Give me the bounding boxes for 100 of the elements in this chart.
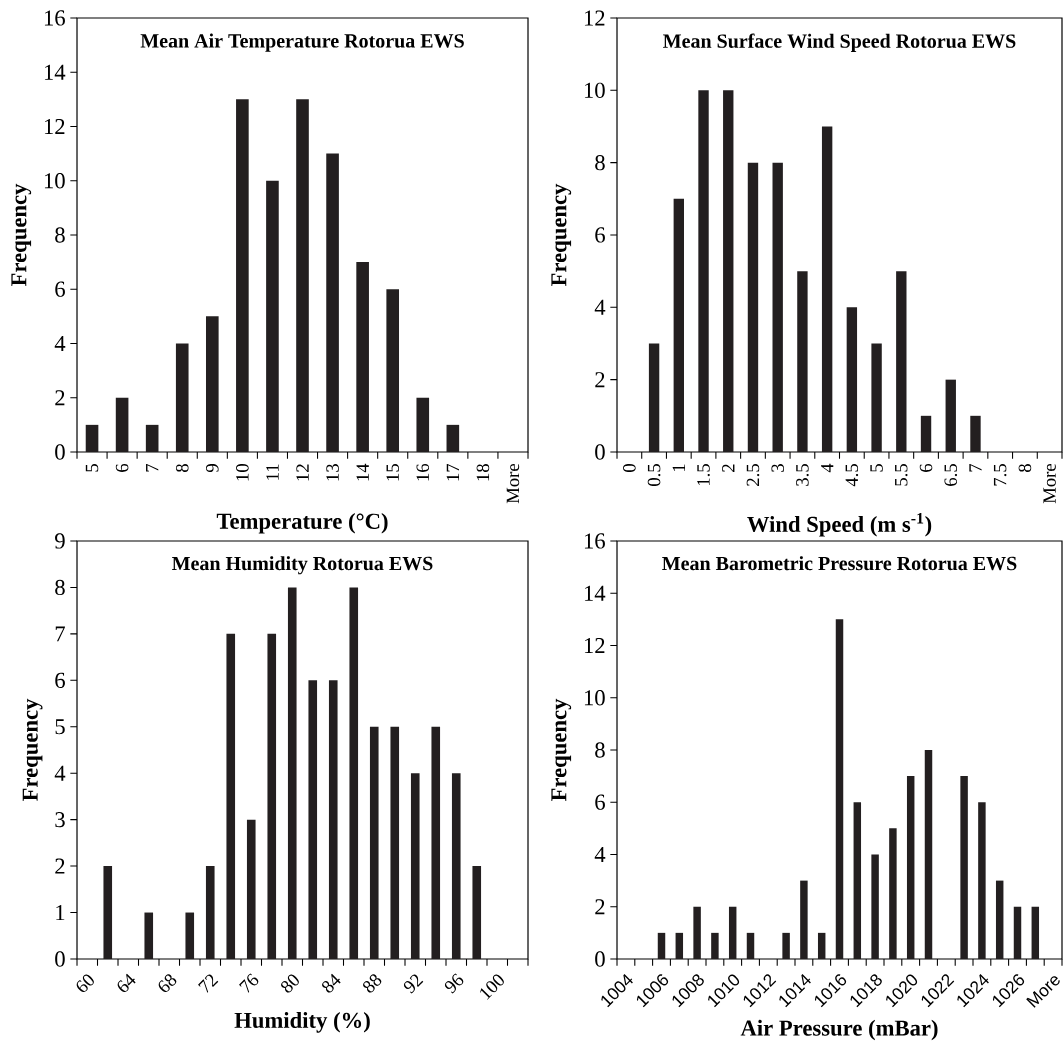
bar: [328, 680, 338, 959]
x-tick-label: 92: [403, 974, 424, 994]
y-tick-label: 6: [55, 281, 65, 297]
x-tick-label: 6.5: [944, 464, 958, 486]
bar: [978, 802, 986, 959]
y-tick-label: 2: [595, 372, 605, 388]
bar: [871, 854, 879, 959]
x-axis-title: Air Pressure (mBar): [740, 1019, 938, 1041]
x-tick-label: 2: [722, 464, 735, 472]
bar: [747, 162, 759, 452]
bar: [472, 866, 482, 959]
x-tick-label: 72: [198, 974, 219, 993]
x-tick-label: 4: [820, 463, 834, 473]
bar: [226, 633, 236, 959]
x-tick-label: 7.5: [993, 464, 1007, 486]
bar: [287, 587, 297, 959]
y-tick-label: 14: [44, 64, 66, 80]
x-tick-label: 5: [85, 464, 99, 472]
x-tick-label: 2.5: [746, 464, 760, 486]
bar: [267, 633, 277, 959]
y-tick-label: 4: [594, 299, 606, 315]
bar: [451, 773, 461, 959]
text: Mean Surface Wind Speed Rotorua EWS: [663, 33, 1016, 52]
y-tick-label: 0: [55, 444, 65, 460]
x-tick-label: 18: [476, 464, 490, 481]
bar: [675, 932, 684, 959]
bar: [924, 749, 933, 959]
x-tick-label: 12: [296, 464, 309, 481]
y-tick-label: 12: [584, 637, 605, 653]
x-tick-label: 96: [444, 973, 464, 994]
bar: [800, 880, 808, 959]
y-axis-title: Frequency: [11, 183, 32, 286]
x-tick-label: 10: [236, 464, 249, 481]
x-tick-label: 64: [117, 973, 136, 992]
y-tick-label: 2: [55, 390, 65, 406]
x-tick-label: 1.5: [697, 464, 710, 486]
bar: [896, 271, 907, 452]
bar: [797, 271, 808, 452]
x-tick-label: 16: [416, 463, 430, 481]
bar: [431, 726, 441, 959]
y-tick-label: 0: [595, 951, 605, 967]
bar: [728, 906, 737, 959]
bar: [326, 153, 339, 452]
x-tick-label: 80: [281, 974, 299, 993]
bar: [945, 379, 956, 452]
x-tick-label: 0: [623, 464, 636, 472]
bar: [970, 415, 981, 452]
x-tick-label: 3: [771, 464, 784, 472]
bar: [205, 866, 215, 959]
y-tick-label: 14: [584, 585, 606, 601]
bar: [1013, 906, 1022, 959]
x-axis-title: Temperature (°C): [216, 512, 388, 534]
x-tick-label: 100: [480, 974, 504, 1000]
x-tick-label: 15: [386, 464, 399, 481]
y-tick-label: 12: [44, 118, 65, 134]
bar: [349, 587, 359, 959]
y-tick-label: 6: [595, 227, 605, 243]
x-tick-label: 84: [322, 973, 341, 993]
y-tick-label: 4: [54, 336, 66, 351]
bar: [920, 415, 932, 452]
x-tick-label: 4.5: [845, 464, 859, 487]
x-tick-label: 5.5: [895, 464, 908, 486]
y-tick-label: 2: [55, 858, 65, 874]
x-tick-label: More: [1043, 464, 1056, 504]
x-axis-title: Humidity (%): [234, 1012, 370, 1033]
x-tick-label: 14: [356, 463, 369, 481]
y-tick-label: 8: [55, 579, 65, 596]
y-tick-label: 12: [584, 10, 605, 26]
bar: [236, 99, 249, 452]
bar: [835, 619, 844, 959]
x-tick-label: 7: [146, 463, 159, 472]
bar: [1031, 906, 1040, 959]
x-tick-label: More: [506, 464, 520, 504]
x-tick-label: 6: [115, 463, 129, 472]
bar: [698, 90, 709, 452]
y-tick-label: 10: [44, 173, 65, 189]
bar: [995, 880, 1004, 959]
bar: [711, 932, 719, 959]
bar: [853, 802, 862, 959]
bar: [175, 343, 189, 452]
x-tick-label: 11: [266, 464, 279, 480]
y-tick-label: 8: [595, 155, 605, 171]
bar: [446, 424, 460, 452]
y-tick-label: 6: [595, 794, 605, 810]
text: Mean Barometric Pressure Rotorua EWS: [662, 556, 1017, 571]
y-tick-label: 4: [594, 847, 606, 862]
bar: [772, 162, 783, 452]
bar: [871, 343, 882, 452]
x-tick-label: 1: [672, 464, 685, 472]
y-tick-label: 0: [595, 444, 605, 460]
bar: [386, 289, 400, 452]
y-axis-title: Frequency: [551, 183, 572, 287]
text: Mean Humidity Rotorua EWS: [172, 556, 433, 575]
bar: [906, 776, 915, 959]
bar: [115, 397, 129, 452]
bar: [960, 776, 968, 959]
bar: [85, 424, 99, 452]
bar: [782, 932, 790, 959]
bar: [889, 828, 897, 959]
bar: [308, 680, 318, 959]
